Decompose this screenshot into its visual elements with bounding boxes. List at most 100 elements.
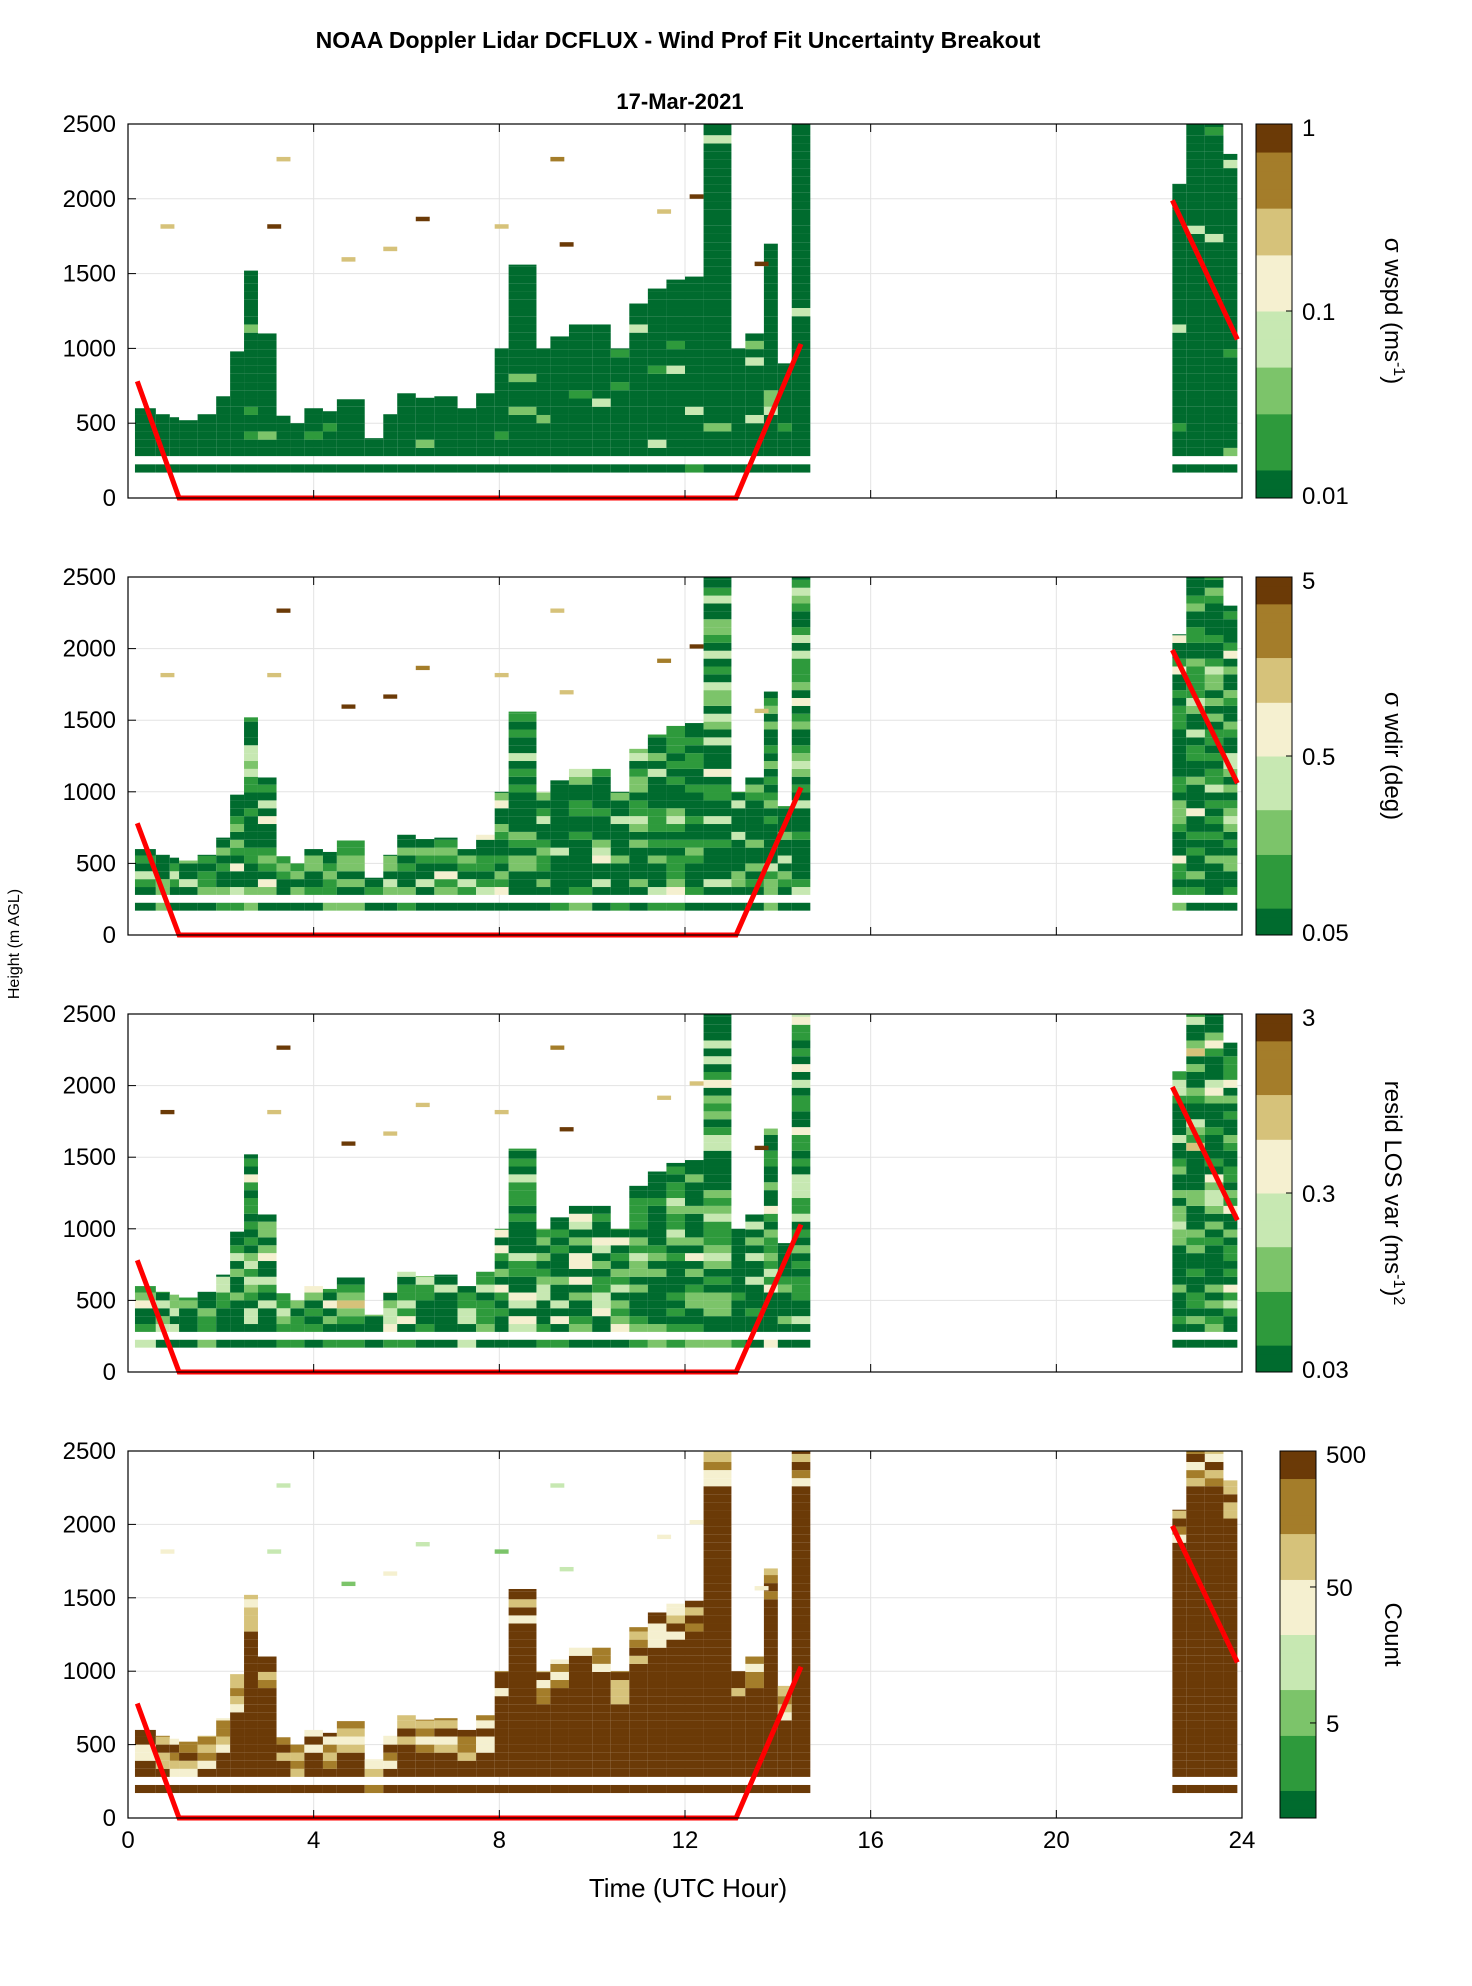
heatmap-cell bbox=[1223, 1752, 1238, 1761]
heatmap-cell bbox=[1223, 398, 1238, 407]
heatmap-cell bbox=[629, 1627, 648, 1632]
heatmap-cell bbox=[134, 887, 156, 895]
heatmap-cell bbox=[397, 1720, 416, 1729]
heatmap-cell bbox=[536, 1316, 551, 1325]
heatmap-cell bbox=[434, 887, 458, 895]
heatmap-cell bbox=[257, 1276, 277, 1285]
heatmap-cell bbox=[647, 1671, 667, 1681]
heatmap-cell bbox=[1204, 768, 1224, 777]
heatmap-cell bbox=[1204, 863, 1224, 872]
heatmap-cell bbox=[685, 390, 704, 399]
colorbar-segment bbox=[1256, 1112, 1292, 1122]
heatmap-cell bbox=[494, 1712, 509, 1721]
heatmap-cell bbox=[383, 694, 398, 699]
heatmap-cell bbox=[745, 816, 764, 825]
heatmap-cell bbox=[494, 800, 509, 809]
heatmap-cell bbox=[1204, 124, 1224, 127]
heatmap-cell bbox=[1172, 784, 1187, 793]
heatmap-cell bbox=[290, 447, 305, 457]
heatmap-cell bbox=[791, 1150, 811, 1159]
heatmap-cell bbox=[550, 1253, 569, 1262]
heatmap-cell bbox=[1204, 1150, 1224, 1159]
colorbar-segment bbox=[1256, 254, 1292, 265]
colorbar-segment bbox=[1256, 720, 1292, 730]
heatmap-cell bbox=[1172, 1079, 1187, 1088]
heatmap-cell bbox=[1172, 1324, 1187, 1332]
heatmap-cell bbox=[257, 1253, 277, 1262]
colorbar-segment bbox=[1256, 142, 1292, 153]
heatmap-cell bbox=[791, 619, 811, 628]
heatmap-cell bbox=[791, 1526, 811, 1535]
heatmap-cell bbox=[550, 464, 569, 473]
heatmap-cell bbox=[592, 373, 611, 383]
colorbar-segment bbox=[1256, 1049, 1292, 1060]
heatmap-cell bbox=[508, 373, 537, 383]
heatmap-cell bbox=[550, 1728, 569, 1737]
heatmap-cell bbox=[685, 1712, 704, 1721]
heatmap-cell bbox=[763, 1245, 778, 1254]
heatmap-cell bbox=[703, 168, 732, 177]
heatmap-cell bbox=[1186, 464, 1205, 473]
heatmap-cell bbox=[745, 1744, 764, 1753]
heatmap-cell bbox=[397, 393, 416, 399]
heatmap-cell bbox=[1186, 1736, 1205, 1745]
heatmap-cell bbox=[1186, 1205, 1205, 1214]
heatmap-cell bbox=[791, 1014, 811, 1017]
heatmap-cell bbox=[763, 1784, 778, 1794]
heatmap-cell bbox=[647, 1308, 667, 1317]
heatmap-cell bbox=[791, 1655, 811, 1664]
heatmap-cell bbox=[1204, 1158, 1224, 1167]
heatmap-cell bbox=[1172, 1526, 1187, 1535]
heatmap-cell bbox=[1186, 1221, 1205, 1230]
colorbar-segment bbox=[1256, 329, 1292, 340]
heatmap-cell bbox=[304, 1729, 323, 1737]
colorbar-segment bbox=[1256, 1237, 1292, 1248]
heatmap-cell bbox=[610, 1316, 630, 1325]
heatmap-cell bbox=[703, 1631, 732, 1640]
heatmap-cell bbox=[244, 1292, 258, 1301]
heatmap-cell bbox=[415, 1300, 435, 1309]
heatmap-cell bbox=[494, 1688, 509, 1697]
heatmap-cell bbox=[457, 1744, 477, 1753]
heatmap-cell bbox=[791, 1575, 811, 1584]
heatmap-cell bbox=[160, 1549, 175, 1554]
heatmap-cell bbox=[568, 1784, 593, 1794]
heatmap-cell bbox=[685, 1253, 704, 1262]
heatmap-cell bbox=[1204, 1704, 1224, 1713]
heatmap-cell bbox=[508, 1663, 537, 1672]
heatmap-cell bbox=[1186, 126, 1205, 136]
heatmap-cell bbox=[1186, 792, 1205, 801]
heatmap-cell bbox=[629, 1631, 648, 1640]
heatmap-cell bbox=[1223, 1566, 1238, 1576]
heatmap-cell bbox=[592, 423, 611, 432]
heatmap-cell bbox=[685, 863, 704, 872]
colorbar-segment bbox=[1256, 881, 1292, 891]
heatmap-cell bbox=[666, 365, 685, 374]
heatmap-cell bbox=[244, 1728, 258, 1737]
heatmap-cell bbox=[666, 1784, 685, 1794]
heatmap-cell bbox=[536, 1744, 551, 1753]
heatmap-cell bbox=[169, 1316, 180, 1325]
heatmap-cell bbox=[610, 447, 630, 457]
heatmap-cell bbox=[1186, 800, 1205, 809]
colorbar-segment bbox=[1256, 1130, 1292, 1140]
heatmap-cell bbox=[1172, 1237, 1187, 1246]
heatmap-cell bbox=[703, 690, 732, 699]
heatmap-cell bbox=[1223, 423, 1238, 432]
heatmap-cell bbox=[745, 1760, 764, 1769]
heatmap-cell bbox=[536, 1720, 551, 1729]
y-tick-label: 2500 bbox=[63, 1438, 116, 1465]
heatmap-cell bbox=[397, 1715, 416, 1721]
heatmap-cell bbox=[1186, 1647, 1205, 1656]
heatmap-cell bbox=[216, 1768, 231, 1777]
colorbar-segment bbox=[1256, 827, 1292, 838]
heatmap-cell bbox=[434, 1308, 458, 1317]
heatmap-cell bbox=[703, 776, 732, 785]
heatmap-cell bbox=[267, 1549, 282, 1554]
heatmap-cell bbox=[290, 871, 305, 880]
heatmap-cell bbox=[610, 431, 630, 440]
heatmap-cell bbox=[434, 1752, 458, 1761]
heatmap-cell bbox=[745, 879, 764, 888]
colorbar-segment bbox=[1256, 1300, 1292, 1310]
heatmap-cell bbox=[1186, 1087, 1205, 1096]
